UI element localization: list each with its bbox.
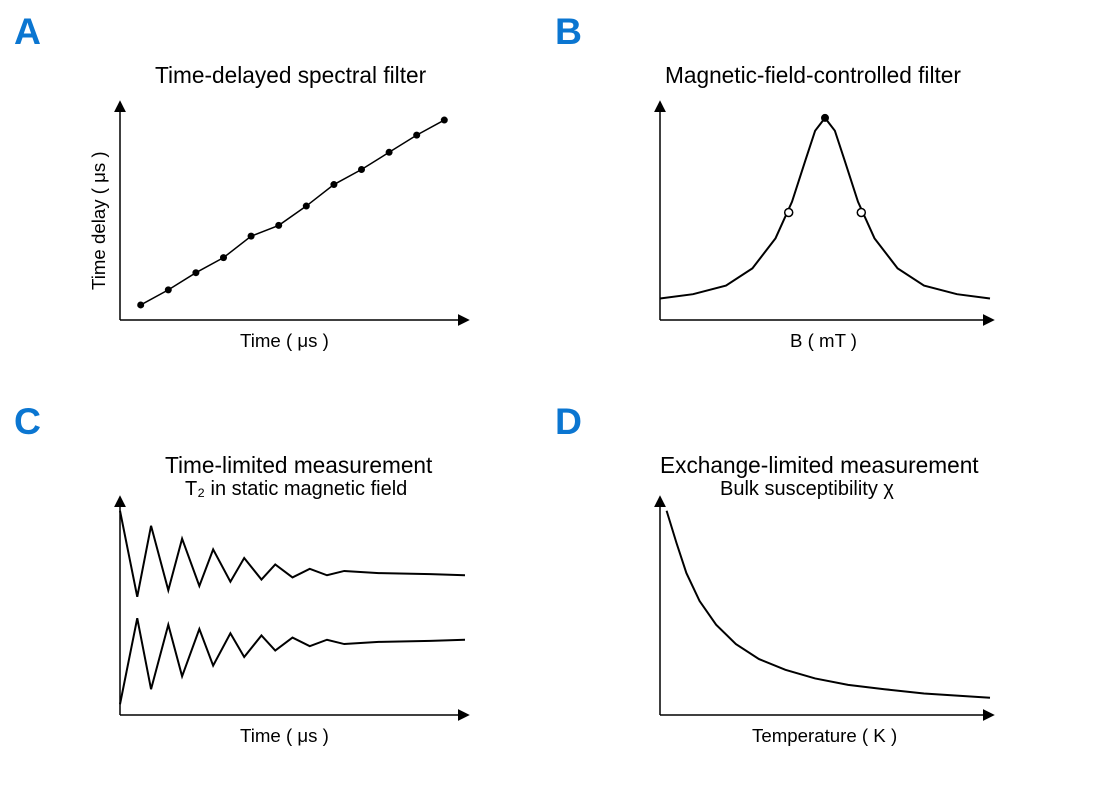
panel-d-subtitle: Bulk susceptibility χ [720,478,894,501]
panel-a-xlabel: Time ( μs ) [240,330,329,352]
panel-b-label: B [555,10,582,53]
panel-c-subtitle: T₂ in static magnetic field [185,478,407,501]
panel-a-plot [120,105,465,320]
panel-c-title: Time-limited measurement [165,452,432,479]
panel-b-title: Magnetic-field-controlled filter [665,62,961,89]
panel-c-plot [120,500,465,715]
panel-a-title: Time-delayed spectral filter [155,62,426,89]
panel-a-label: A [14,10,41,53]
panel-b-plot [660,105,990,320]
panel-d-label: D [555,400,582,443]
panel-c-xlabel: Time ( μs ) [240,725,329,747]
panel-d-xlabel: Temperature ( K ) [752,725,897,747]
panel-b-xlabel: B ( mT ) [790,330,857,352]
panel-c-label: C [14,400,41,443]
panel-d-title: Exchange-limited measurement [660,452,979,479]
panel-a-ylabel: Time delay ( μs ) [88,151,110,290]
panel-d-plot [660,500,990,715]
